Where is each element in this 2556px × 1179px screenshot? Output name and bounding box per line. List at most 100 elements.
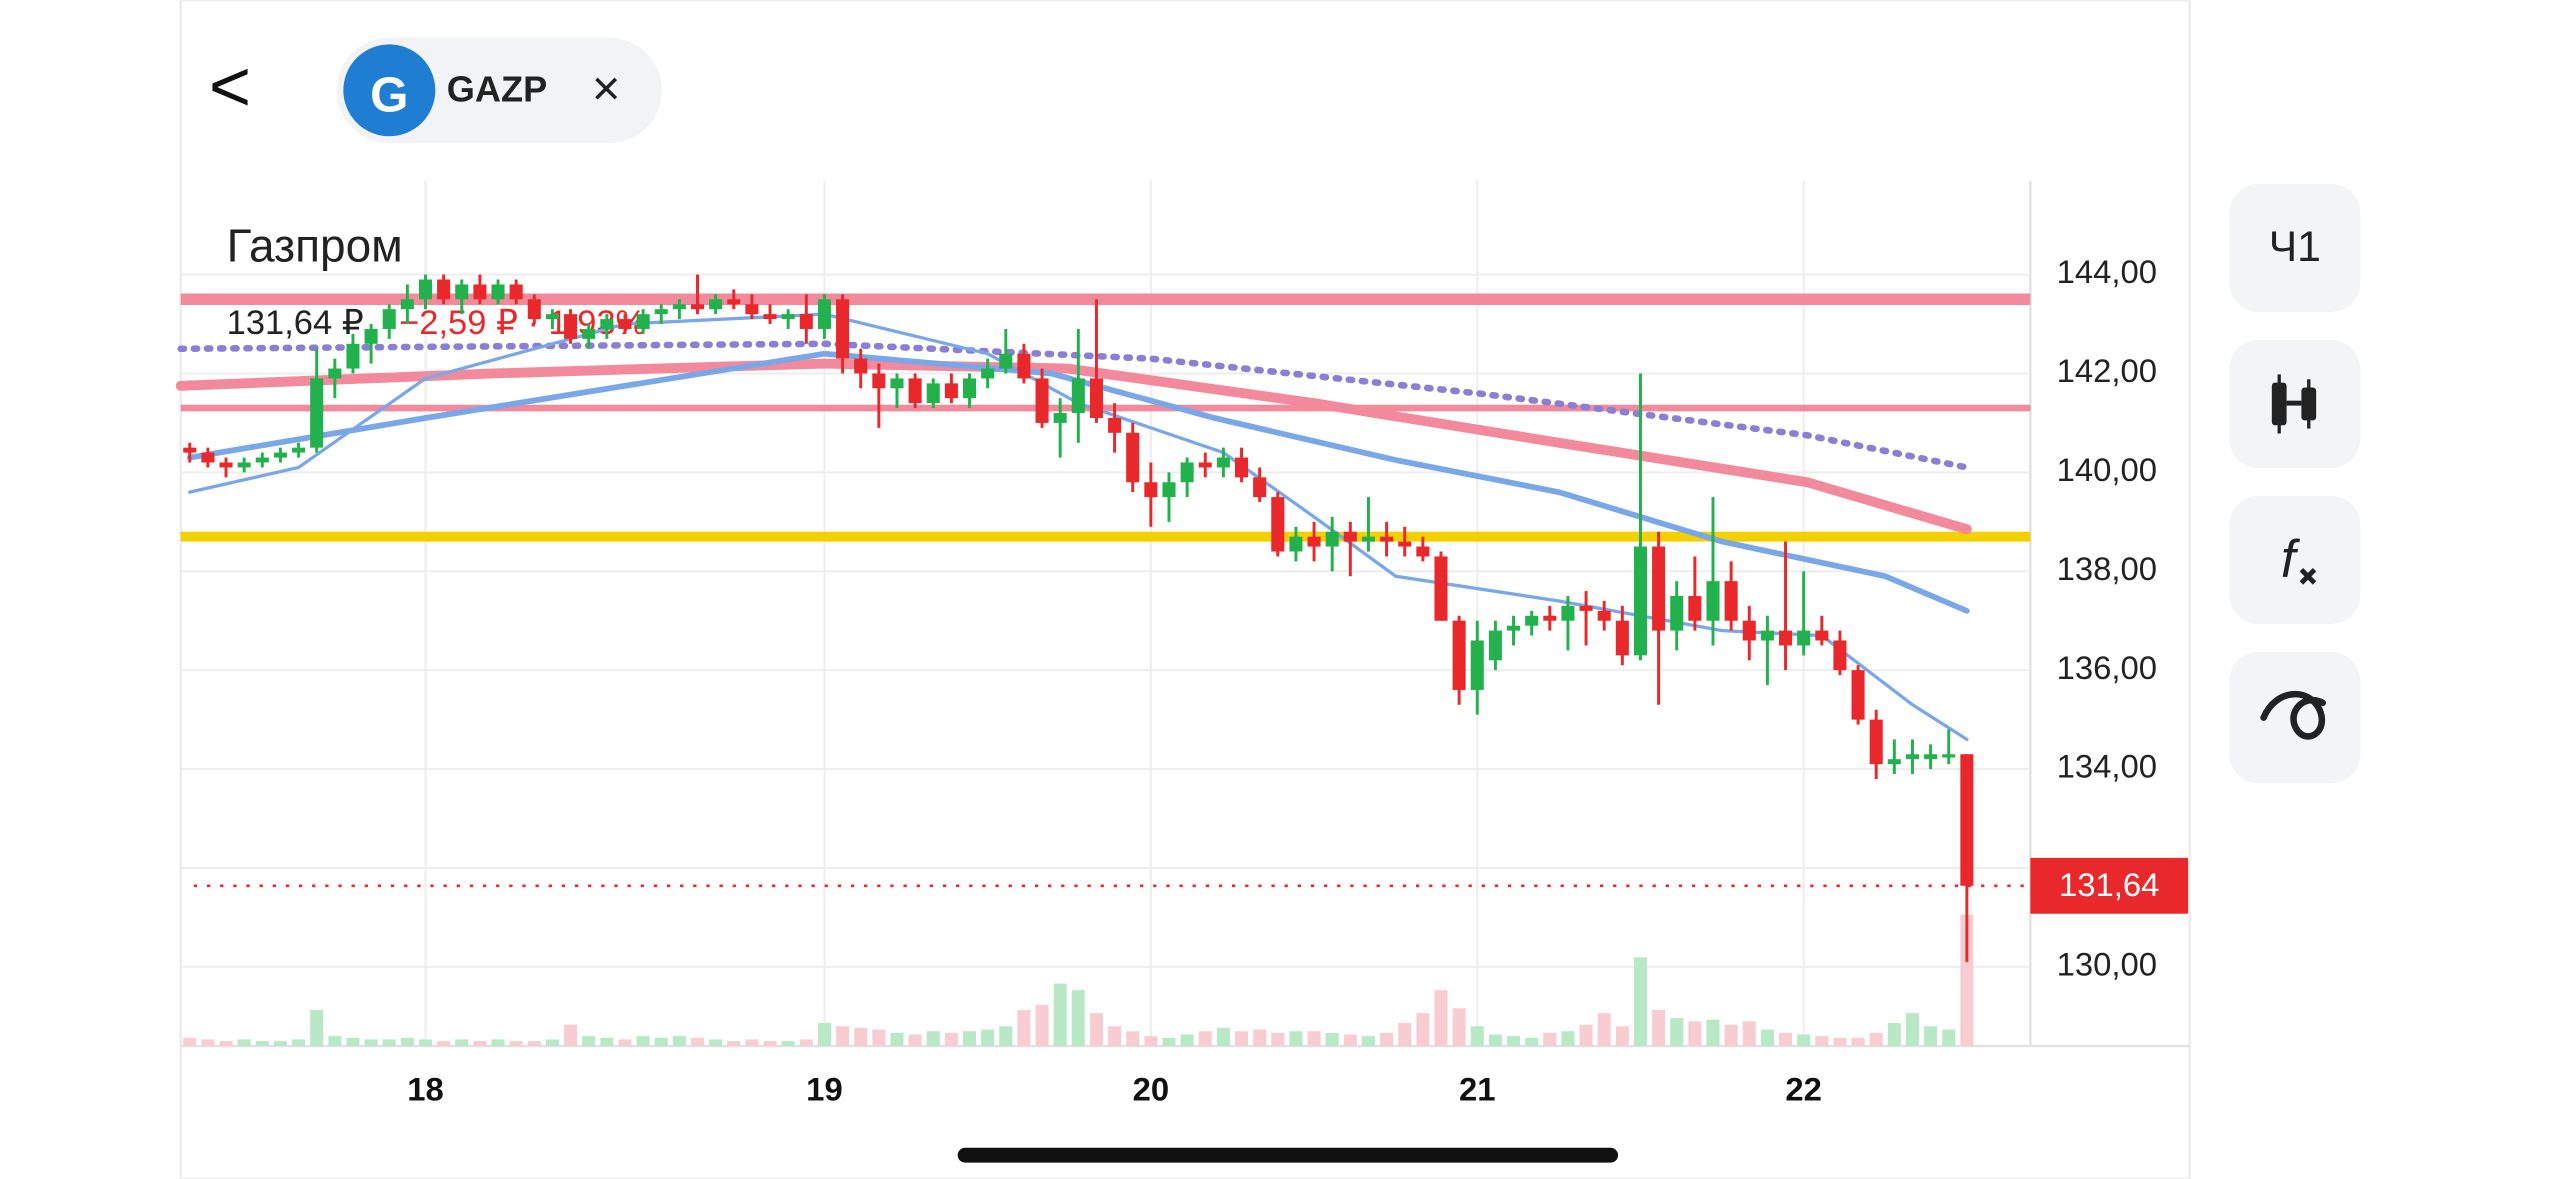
volume-bar — [1380, 1032, 1394, 1046]
volume-bar — [854, 1027, 868, 1046]
candle-body — [908, 378, 922, 404]
volume-bar — [1071, 990, 1085, 1046]
volume-bar — [926, 1031, 940, 1046]
volume-bar — [1253, 1029, 1267, 1046]
volume-bar — [981, 1029, 995, 1046]
candle-body — [781, 314, 795, 320]
candle-body — [292, 447, 306, 453]
candle-body — [1162, 482, 1176, 498]
volume-bar — [1688, 1021, 1702, 1046]
volume-bar — [1706, 1019, 1720, 1046]
candle-body — [1307, 536, 1321, 547]
volume-bar — [1053, 983, 1067, 1046]
volume-bar — [1960, 914, 1974, 1046]
y-tick-label: 140,00 — [2057, 451, 2157, 488]
volume-bar — [545, 1039, 559, 1046]
candle-body — [364, 328, 378, 344]
volume-bar — [1289, 1031, 1303, 1046]
volume-bar — [1089, 1013, 1103, 1046]
candle-body — [418, 279, 433, 300]
candle-body — [1416, 546, 1430, 557]
back-icon[interactable]: < — [209, 47, 251, 127]
candle-body — [1615, 620, 1629, 656]
candle-body — [944, 383, 958, 399]
y-tick-label: 138,00 — [2057, 550, 2157, 587]
price-tag — [2030, 857, 2189, 914]
candle-body — [618, 319, 632, 329]
candle-body — [1343, 531, 1357, 542]
volume-bar — [310, 1009, 324, 1046]
candle-body — [1198, 462, 1212, 468]
candle-body — [727, 299, 741, 305]
candle-body — [1633, 546, 1647, 656]
volume-bar — [183, 1037, 197, 1046]
y-tick-label: 136,00 — [2057, 649, 2157, 686]
ticker-chip[interactable]: G GAZP × — [336, 37, 662, 143]
candle-body — [545, 314, 559, 320]
volume-bar — [690, 1037, 705, 1046]
price: 131,64 ₽ — [227, 304, 364, 342]
candle-body — [1706, 581, 1720, 621]
volume-bar — [1942, 1029, 1956, 1046]
candle-body — [1924, 754, 1938, 760]
y-tick-label: 130,00 — [2057, 946, 2157, 983]
indicator-line — [175, 358, 1972, 535]
candle-body — [1361, 536, 1375, 542]
candle-body — [473, 284, 487, 300]
close-icon[interactable]: × — [592, 61, 621, 116]
volume-bar — [1779, 1032, 1793, 1046]
candle-body — [491, 284, 505, 300]
candle-body — [1851, 670, 1865, 720]
volume-bar — [382, 1039, 396, 1046]
candle-body — [455, 284, 469, 300]
candle-body — [1452, 620, 1466, 690]
volume-bar — [292, 1039, 306, 1046]
interval-button[interactable] — [2229, 183, 2361, 312]
candle-body — [854, 358, 868, 374]
candle-body — [1488, 630, 1502, 661]
chart-title: Газпром — [227, 220, 403, 272]
logo — [343, 44, 436, 137]
volume-bar — [1416, 1013, 1430, 1046]
back-button[interactable]: < — [209, 47, 251, 127]
candle-body — [1253, 477, 1267, 498]
volume-bar — [346, 1037, 360, 1046]
volume-bar — [836, 1026, 850, 1046]
volume-bar — [1905, 1013, 1920, 1046]
volume-bar — [781, 1041, 795, 1046]
volume-bar — [328, 1036, 342, 1046]
volume-bar — [999, 1026, 1013, 1046]
volume-bar — [1815, 1036, 1829, 1046]
candle-body — [1670, 596, 1684, 631]
candle-body — [509, 284, 523, 300]
candle-body — [1126, 432, 1140, 483]
volume-bar — [745, 1039, 759, 1046]
candle-body — [255, 457, 269, 463]
volume-bar — [237, 1039, 251, 1046]
indicator-line — [186, 350, 1970, 614]
interval-label[interactable]: Ч1 — [2269, 223, 2321, 271]
volume-bar — [527, 1041, 541, 1046]
volume-bar — [1742, 1021, 1756, 1046]
candle-body — [672, 304, 686, 310]
candle-body — [237, 462, 251, 468]
candle-body — [745, 304, 759, 315]
indicators-button[interactable] — [2229, 495, 2361, 624]
volume-bar — [817, 1023, 831, 1046]
volume-bar — [727, 1041, 741, 1046]
volume-bar — [636, 1036, 650, 1046]
candle-body — [799, 314, 813, 329]
volume-bar — [709, 1039, 723, 1046]
candle-body — [890, 378, 904, 389]
candle-body — [400, 299, 414, 310]
volume-bar — [618, 1039, 632, 1046]
candle-body — [1797, 630, 1811, 646]
candle-body — [1180, 462, 1194, 483]
candle-body — [1652, 546, 1666, 631]
candle-body — [836, 299, 850, 359]
volume-bar — [1325, 1032, 1339, 1046]
candle-body — [219, 462, 233, 468]
candle-icon — [2271, 374, 2317, 434]
volume-bar — [763, 1041, 777, 1046]
candle-body — [1325, 531, 1339, 547]
